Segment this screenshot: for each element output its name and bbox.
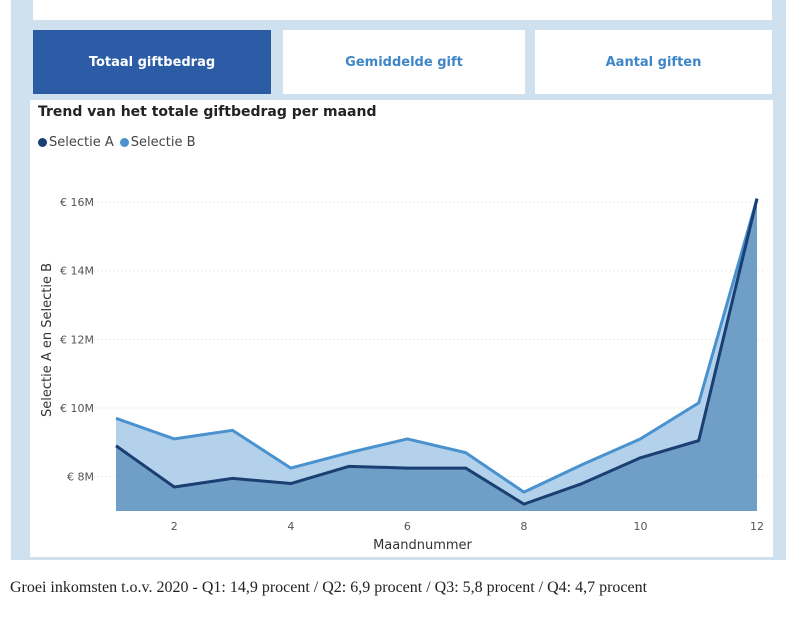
caption: Groei inkomsten t.o.v. 2020 - Q1: 14,9 p… [10, 579, 648, 596]
legend: Selectie A Selectie B [38, 135, 202, 150]
series-b-line [115, 198, 759, 494]
x-tick-label: 10 [633, 520, 647, 533]
legend-dot-icon [38, 138, 47, 147]
tab-aantal-giften[interactable]: Aantal giften [535, 30, 772, 94]
legend-item-selectie-a[interactable]: Selectie A [38, 135, 114, 150]
area-chart: € 8M € 10M € 12M € 14M € 16M 2 4 6 8 10 12 Maandnum… [40, 196, 765, 553]
top-strip [33, 0, 772, 20]
x-tick-label: 2 [171, 520, 178, 533]
x-tick-label: 4 [287, 520, 294, 533]
x-tick-label: 12 [750, 520, 764, 533]
series-a-line [115, 198, 759, 506]
chart-title: Trend van het totale giftbedrag per maan… [38, 104, 377, 120]
y-tick-label: € 12M [60, 333, 94, 346]
x-tick-label: 6 [404, 520, 411, 533]
x-tick-label: 8 [520, 520, 527, 533]
y-tick-label: € 8M [67, 471, 94, 484]
tab-totaal-giftbedrag[interactable]: Totaal giftbedrag [33, 30, 271, 94]
series-a-area [116, 198, 757, 511]
tab-gemiddelde-gift[interactable]: Gemiddelde gift [283, 30, 525, 94]
y-tick-label: € 14M [60, 265, 94, 278]
y-tick-label: € 10M [60, 402, 94, 415]
legend-dot-icon [119, 138, 129, 147]
legend-item-selectie-b[interactable]: Selectie B [119, 135, 196, 150]
legend-label: Selectie A [49, 135, 114, 150]
x-axis-title: Maandnummer [373, 538, 472, 553]
y-tick-label: € 16M [60, 196, 94, 209]
legend-label: Selectie B [130, 135, 196, 150]
y-axis-title: Selectie A en Selectie B [40, 263, 55, 417]
